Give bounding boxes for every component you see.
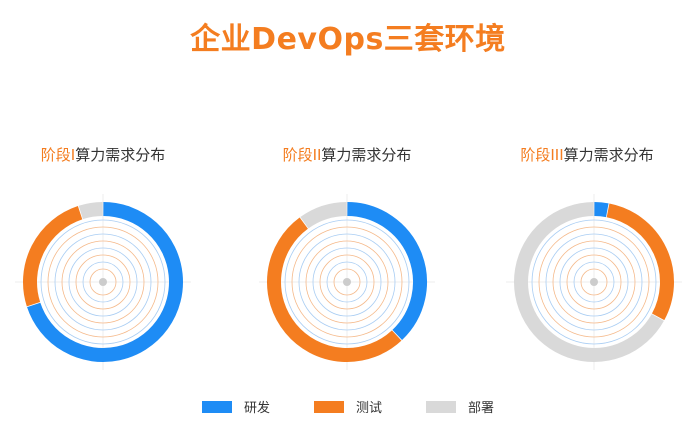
donut-slice-phase3-deploy [514,202,664,362]
inner-ring-2-1 [284,219,410,345]
legend-swatch-deploy [426,400,456,413]
inner-ring-2-2 [291,226,403,338]
inner-ring-3-3 [545,233,643,331]
inner-ring-2-5 [312,247,382,317]
donut-slice-phase2-deploy [300,202,347,229]
phase-1-title: 阶段I算力需求分布 [3,144,203,165]
phase-2-label: 阶段II [282,146,322,164]
inner-ring-1-5 [68,247,138,317]
inner-ring-1-6 [75,254,131,310]
legend-label-test: 测试 [355,401,382,416]
center-dot-3 [590,278,598,286]
donut-slice-phase1-dev [27,202,183,362]
inner-ring-3-7 [573,261,615,303]
inner-ring-3-4 [552,240,636,324]
phase-2-title: 阶段II算力需求分布 [247,144,447,165]
donut-slice-phase1-deploy [78,202,103,220]
legend-item-dev: 研发 [201,397,270,416]
donut-slice-phase2-test [267,217,402,362]
phase-1-label: 阶段I [40,146,76,164]
inner-ring-2-4 [305,240,389,324]
inner-ring-1-3 [54,233,152,331]
center-dot-1 [99,278,107,286]
inner-ring-1-8 [89,268,117,296]
legend-swatch-dev [201,400,232,413]
phase-1-subtitle: 算力需求分布 [75,146,166,164]
inner-ring-1-7 [82,261,124,303]
inner-ring-2-6 [319,254,375,310]
inner-ring-1-2 [47,226,159,338]
legend-swatch-test [313,400,344,413]
inner-ring-1-4 [61,240,145,324]
page-title: 企业DevOps三套环境 [190,22,506,57]
inner-ring-1-1 [40,219,166,345]
donut-slice-phase1-test [23,206,83,307]
phase-3-title: 阶段III算力需求分布 [487,144,687,165]
center-dot-2 [343,278,351,286]
legend-label-dev: 研发 [243,401,270,416]
inner-ring-2-7 [326,261,368,303]
phase-3-label: 阶段III [520,146,564,164]
inner-ring-3-2 [538,226,650,338]
legend-item-test: 测试 [313,397,382,416]
phase-2-subtitle: 算力需求分布 [321,146,412,164]
inner-ring-3-6 [566,254,622,310]
donut-slice-phase2-dev [347,202,427,341]
inner-ring-3-5 [559,247,629,317]
legend: 研发 测试 部署 [0,397,696,416]
legend-item-deploy: 部署 [426,397,494,416]
inner-ring-3-8 [580,268,608,296]
donut-slice-phase3-dev [594,202,609,218]
legend-label-deploy: 部署 [468,401,495,416]
phase-3-subtitle: 算力需求分布 [563,146,654,164]
inner-ring-2-8 [333,268,361,296]
inner-ring-3-1 [531,219,657,345]
inner-ring-2-3 [298,233,396,331]
donut-slice-phase3-test [606,203,674,321]
